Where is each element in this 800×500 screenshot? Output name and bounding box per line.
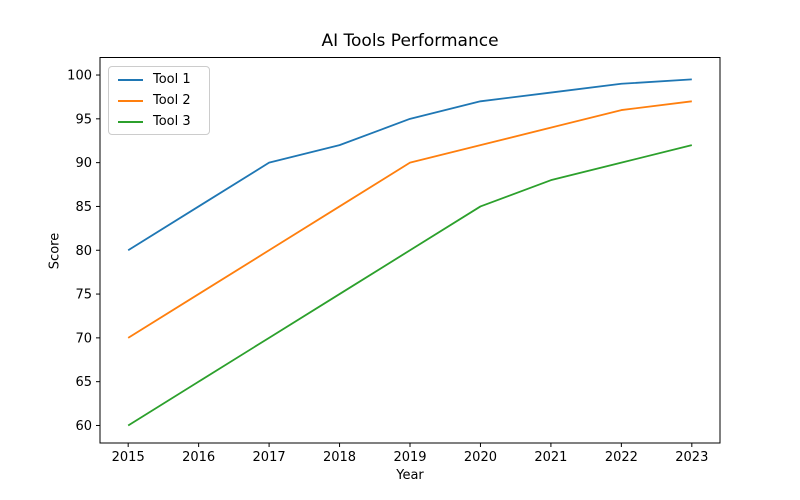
series-line-tool-2	[127, 100, 692, 339]
legend-row: Tool 1	[109, 69, 209, 90]
y-tick-label: 100	[67, 69, 92, 84]
legend-label: Tool 3	[153, 114, 191, 129]
x-tick-label: 2018	[323, 450, 356, 465]
chart-title: AI Tools Performance	[321, 31, 499, 51]
y-tick-label: 85	[75, 200, 92, 215]
y-tick-label: 95	[75, 112, 92, 127]
x-tick-label: 2020	[464, 450, 497, 465]
x-axis-label: Year	[396, 468, 424, 483]
x-tick-label: 2023	[675, 450, 708, 465]
series-line-tool-1	[127, 78, 692, 252]
y-tick-label: 70	[75, 331, 92, 346]
y-tick-label: 90	[75, 156, 92, 171]
x-tick-label: 2015	[112, 450, 145, 465]
y-tick-label: 60	[75, 419, 92, 434]
y-tick-label: 65	[75, 375, 92, 390]
axis-ticks: 2015 2016 2017 2018 2019 2020 2021 2022 2023 60 65…	[67, 69, 708, 465]
legend-line-sample	[118, 120, 143, 123]
legend-line-sample	[118, 99, 143, 102]
legend: Tool 1 Tool 2 Tool 3	[108, 66, 210, 135]
plot-area-border	[99, 57, 721, 444]
legend-line-sample	[118, 78, 143, 81]
y-tick-label: 80	[75, 244, 92, 259]
x-tick-label: 2021	[534, 450, 567, 465]
y-tick-label: 75	[75, 288, 92, 303]
y-axis-label: Score	[47, 232, 63, 270]
x-tick-label: 2022	[605, 450, 638, 465]
x-tick-label: 2017	[253, 450, 286, 465]
legend-row: Tool 2	[109, 90, 209, 111]
series-line-tool-3	[127, 144, 693, 427]
legend-label: Tool 2	[153, 93, 191, 108]
legend-row: Tool 3	[109, 111, 209, 132]
series-lines	[127, 78, 693, 427]
x-tick-label: 2019	[393, 450, 426, 465]
legend-label: Tool 1	[153, 72, 191, 87]
x-tick-label: 2016	[182, 450, 215, 465]
